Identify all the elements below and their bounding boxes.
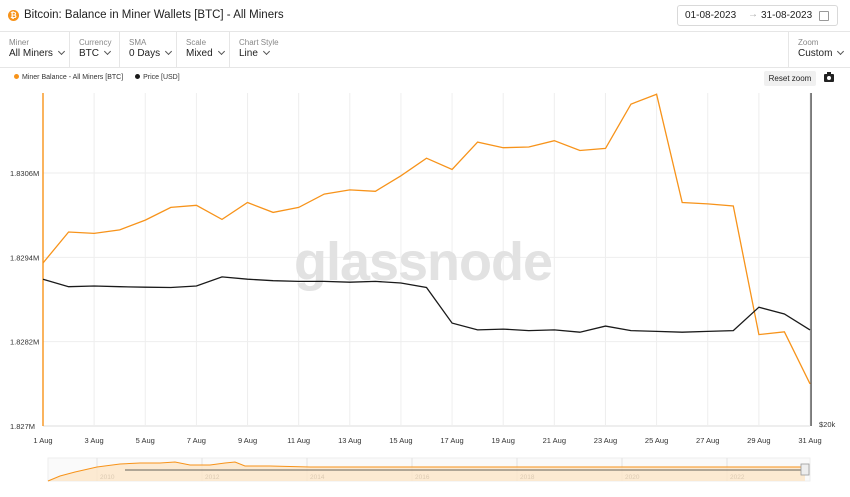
- date-range-picker[interactable]: 01-08-2023 → 31-08-2023: [677, 5, 838, 26]
- x-tick-label: 9 Aug: [238, 436, 257, 445]
- navigator-year-label: 2020: [625, 474, 640, 481]
- currency-dropdown[interactable]: Currency BTC: [70, 32, 120, 68]
- y-tick-label: 1.8306M: [10, 169, 39, 178]
- y2-axis-ticks: $20k: [819, 420, 836, 429]
- reset-zoom-button[interactable]: Reset zoom: [764, 71, 816, 86]
- x-tick-label: 17 Aug: [440, 436, 463, 445]
- x-tick-label: 21 Aug: [543, 436, 566, 445]
- x-tick-label: 11 Aug: [287, 436, 310, 445]
- miner-dropdown[interactable]: Miner All Miners: [0, 32, 70, 68]
- x-tick-label: 31 Aug: [798, 436, 821, 445]
- chart-style-label: Chart Style: [239, 38, 279, 47]
- x-tick-label: 29 Aug: [747, 436, 770, 445]
- x-tick-label: 27 Aug: [696, 436, 719, 445]
- legend-label: Price [USD]: [143, 74, 180, 81]
- y-tick-label: 1.8282M: [10, 338, 39, 347]
- sma-dropdown[interactable]: SMA 0 Days: [120, 32, 177, 68]
- chevron-down-icon: [837, 47, 845, 56]
- legend-item-miner-balance[interactable]: Miner Balance - All Miners [BTC]: [14, 74, 123, 81]
- x-tick-label: 25 Aug: [645, 436, 668, 445]
- navigator-handle: [800, 463, 810, 476]
- series-lines: [42, 93, 811, 426]
- chart-style-dropdown[interactable]: Chart Style Line: [230, 32, 290, 68]
- chevron-down-icon: [217, 47, 225, 56]
- x-tick-label: 23 Aug: [594, 436, 617, 445]
- legend-dot-orange: [14, 74, 19, 79]
- scale-value: Mixed: [186, 47, 225, 59]
- currency-label: Currency: [79, 38, 112, 47]
- chevron-down-icon: [103, 47, 112, 56]
- x-tick-label: 15 Aug: [389, 436, 412, 445]
- zoom-label: Zoom: [798, 38, 819, 47]
- series-line-miner-balance: [42, 93, 811, 385]
- miner-label: Miner: [9, 38, 30, 47]
- chart-legend: Miner Balance - All Miners [BTC] Price […: [14, 74, 190, 81]
- y2-tick-label: $20k: [819, 420, 836, 429]
- sma-label: SMA: [129, 38, 147, 47]
- chart-title: Bitcoin: Balance in Miner Wallets [BTC] …: [24, 9, 284, 21]
- x-tick-label: 5 Aug: [136, 436, 155, 445]
- scale-label: Scale: [186, 38, 207, 47]
- camera-icon[interactable]: [824, 72, 834, 82]
- y-tick-label: 1.8294M: [10, 253, 39, 262]
- navigator-year-label: 2010: [100, 474, 115, 481]
- calendar-icon[interactable]: [819, 11, 829, 21]
- x-tick-label: 7 Aug: [187, 436, 206, 445]
- miner-value: All Miners: [9, 47, 65, 59]
- navigator-area: [48, 462, 805, 481]
- chevron-down-icon: [262, 47, 270, 56]
- zoom-dropdown[interactable]: Zoom Custom: [788, 32, 850, 68]
- navigator-background: [47, 457, 811, 482]
- chart-toolbar: Miner All Miners Currency BTC SMA 0 Days…: [0, 32, 850, 68]
- sma-value: 0 Days: [129, 47, 173, 59]
- date-arrow: →: [748, 9, 758, 20]
- date-from-input[interactable]: 01-08-2023: [685, 10, 737, 21]
- date-to-input[interactable]: 31-08-2023: [761, 10, 813, 21]
- grid-lines: [42, 93, 812, 427]
- legend-item-price[interactable]: Price [USD]: [135, 74, 180, 81]
- legend-dot-black: [135, 74, 141, 79]
- navigator: 2010 2012 2014 2016 2018 2020 2022: [47, 457, 811, 482]
- x-tick-label: 3 Aug: [85, 436, 104, 445]
- chart-style-value: Line: [239, 47, 270, 59]
- zoom-value: Custom: [798, 47, 845, 59]
- navigator-year-label: 2016: [415, 474, 430, 481]
- navigator-line: [47, 461, 805, 482]
- scale-dropdown[interactable]: Scale Mixed: [177, 32, 230, 68]
- navigator-year-label: 2012: [205, 474, 220, 481]
- y-axis-ticks: 1.8306M 1.8294M 1.8282M 1.827M: [10, 169, 39, 431]
- navigator-year-label: 2018: [520, 474, 535, 481]
- legend-label: Miner Balance - All Miners [BTC]: [22, 74, 124, 81]
- navigator-year-label: 2022: [730, 474, 745, 481]
- x-tick-label: 13 Aug: [338, 436, 361, 445]
- x-tick-label: 19 Aug: [492, 436, 515, 445]
- chevron-down-icon: [165, 47, 173, 56]
- x-axis-ticks: 1 Aug 3 Aug 5 Aug 7 Aug 9 Aug 11 Aug 13 Aug 15 …: [33, 436, 821, 445]
- navigator-year-label: 2014: [310, 474, 325, 481]
- currency-value: BTC: [79, 47, 112, 59]
- y-tick-label: 1.827M: [10, 422, 35, 431]
- watermark: glassnode: [294, 232, 552, 292]
- series-line-price: [42, 276, 811, 333]
- bitcoin-icon: ₿: [8, 10, 19, 21]
- chevron-down-icon: [57, 47, 65, 56]
- chart-header: ₿ Bitcoin: Balance in Miner Wallets [BTC…: [0, 0, 850, 32]
- x-tick-label: 1 Aug: [33, 436, 52, 445]
